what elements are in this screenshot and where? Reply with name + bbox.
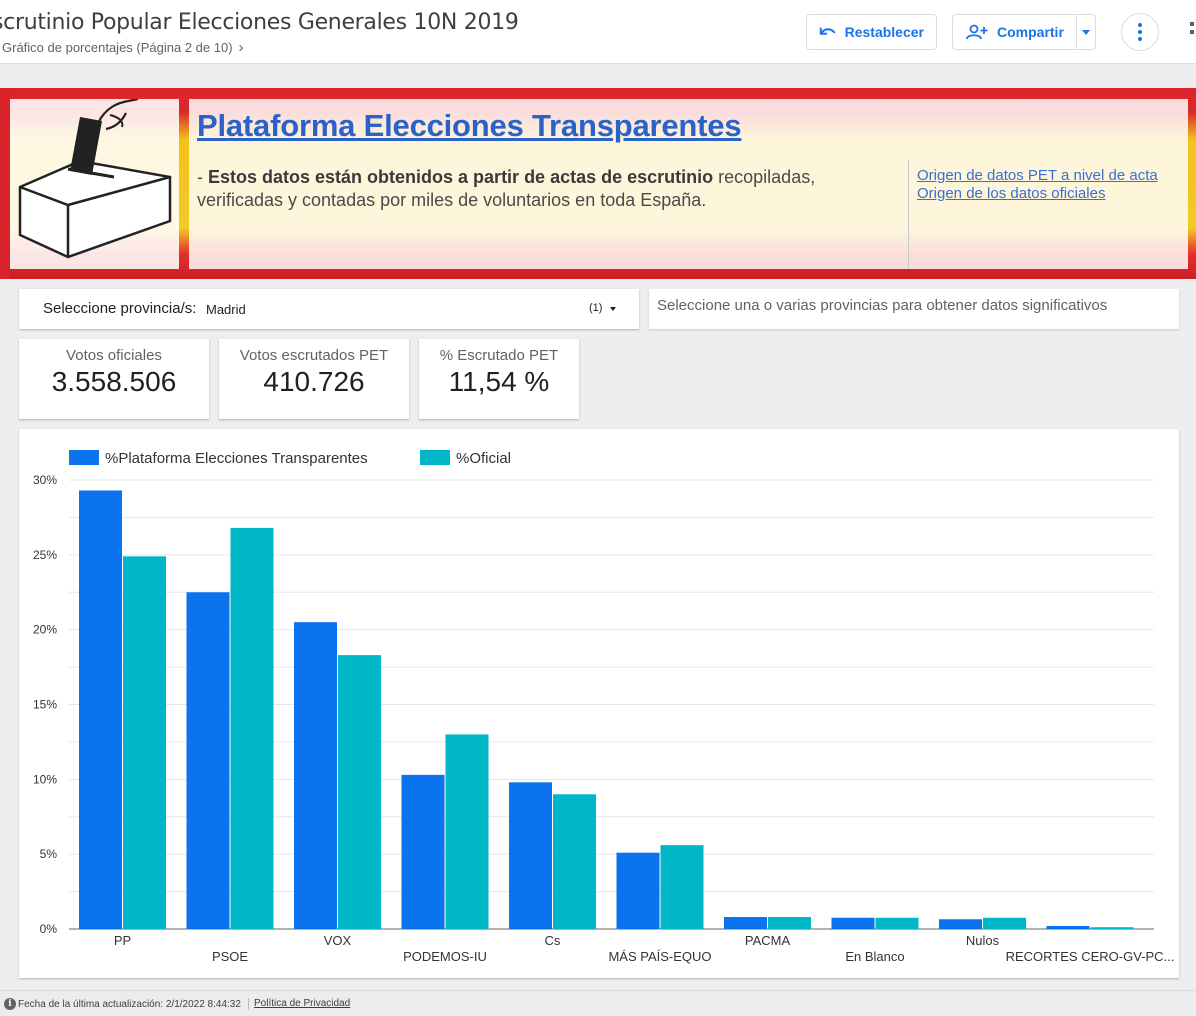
more-options-button[interactable] [1121,13,1159,51]
bar-pet [939,919,982,929]
pet-source-link[interactable]: Origen de datos PET a nivel de acta [917,167,1158,184]
bar-oficial [875,917,919,929]
bar-oficial [123,556,166,929]
kpi-label: Votos oficiales [66,347,162,364]
x-tick-label: VOX [324,933,352,948]
share-dropdown-button[interactable] [1076,14,1096,50]
x-tick-label: Cs [545,933,561,948]
share-label: Compartir [997,24,1064,40]
bar-pet [401,774,445,929]
desc-prefix: - [197,167,208,187]
bar-pet [186,592,230,929]
report-title: scrutinio Popular Elecciones Generales 1… [0,10,519,35]
x-tick-label: PP [114,933,131,948]
legend-label: %Oficial [456,450,511,467]
province-selector[interactable]: Seleccione provincia/s: Madrid (1) [19,289,639,329]
bar-pet [1046,926,1090,929]
x-tick-label: RECORTES CERO-GV-PC... [1006,949,1175,964]
bar-pet [509,782,552,929]
bar-chart: 0% 5% 10% 15% 20% 25% 30% PP PSOE VOX PODEMOS-IU Cs… [33,450,1175,964]
undo-icon [819,27,836,35]
grid-menu-icon[interactable] [1190,22,1196,34]
y-tick-label: 20% [33,623,57,637]
legend-swatch [420,450,450,465]
y-tick-label: 25% [33,548,57,562]
desc-bold: Estos datos están obtenidos a partir de … [208,167,714,187]
y-tick-label: 10% [33,772,57,786]
x-tick-label: PSOE [212,949,248,964]
official-source-link[interactable]: Origen de los datos oficiales [917,185,1106,202]
bar-oficial [1090,927,1134,929]
x-tick-label: En Blanco [845,949,904,964]
bar-pet [831,917,875,929]
legend-label: %Plataforma Elecciones Transparentes [105,450,368,467]
privacy-link[interactable]: Política de Privacidad [254,998,351,1009]
caret-down-icon [1082,29,1090,35]
province-value: Madrid [206,302,246,317]
y-tick-label: 0% [40,922,58,936]
ballot-box-icon [18,97,172,259]
x-tick-label: Nulos [966,933,1000,948]
bar-pet [294,622,337,929]
bar-oficial [230,527,274,929]
flag-edge [0,88,10,279]
x-tick-label: PODEMOS-IU [403,949,487,964]
chevron-right-icon[interactable]: › [238,39,244,56]
kpi-value: 3.558.506 [51,366,177,397]
y-tick-label: 15% [33,698,57,712]
hint-box: Seleccione una o varias provincias para … [649,289,1179,329]
province-label: Seleccione provincia/s: [43,300,197,317]
last-update-text: Fecha de la última actualización: 2/1/20… [18,998,241,1010]
bar-pet [616,852,660,929]
dot-icon [1138,37,1142,41]
bar-oficial [768,917,811,929]
bar-oficial [660,845,704,929]
kpi-card-pet-votes: Votos escrutados PET 410.726 [219,339,409,419]
hint-text: Seleccione una o varias provincias para … [657,297,1108,314]
bar-chart-card: 0% 5% 10% 15% 20% 25% 30% PP PSOE VOX PODEMOS-IU Cs… [19,429,1179,978]
kpi-label: % Escrutado PET [439,347,559,364]
kpi-card-pet-percent: % Escrutado PET 11,54 % [419,339,579,419]
y-tick-label: 30% [33,473,57,487]
banner-description: - Estos datos están obtenidos a partir d… [197,166,897,212]
desc-rest: recopiladas, verificadas y contadas por … [197,167,816,210]
bar-oficial [553,794,596,929]
kpi-value: 410.726 [263,366,365,397]
banner-heading-link[interactable]: Plataforma Elecciones Transparentes [197,108,742,143]
kpi-card-official-votes: Votos oficiales 3.558.506 [19,339,209,419]
bar-oficial [338,655,381,929]
page-label: Gráfico de porcentajes (Página 2 de 10) [2,40,233,55]
y-tick-label: 5% [40,847,58,861]
caret-down-icon [610,307,616,311]
share-button[interactable]: Compartir [952,14,1077,50]
dot-icon [1138,23,1142,27]
bar-oficial [983,917,1026,929]
x-tick-label: MÁS PAÍS-EQUO [608,949,711,964]
kpi-value: 11,54 % [448,366,550,397]
footer: i Fecha de la última actualización: 2/1/… [0,990,1196,1016]
reset-label: Restablecer [844,24,924,40]
footer-divider [248,998,249,1010]
info-icon: i [4,998,16,1010]
ballot-box-logo [10,97,179,269]
top-bar: scrutinio Popular Elecciones Generales 1… [0,0,1196,64]
selection-count: (1) [589,302,603,314]
legend-swatch [69,450,99,465]
add-person-icon [966,24,988,40]
page-navigator[interactable]: Gráfico de porcentajes (Página 2 de 10) … [2,39,244,56]
bar-pet [724,917,767,929]
kpi-label: Votos escrutados PET [239,347,389,364]
banner-info-panel [189,99,1188,269]
dot-icon [1138,30,1142,34]
last-update: i Fecha de la última actualización: 2/1/… [4,998,241,1010]
x-tick-label: PACMA [745,933,791,948]
bar-pet [79,490,122,929]
bar-oficial [445,734,489,929]
banner-divider [908,160,909,269]
reset-button[interactable]: Restablecer [806,14,937,50]
